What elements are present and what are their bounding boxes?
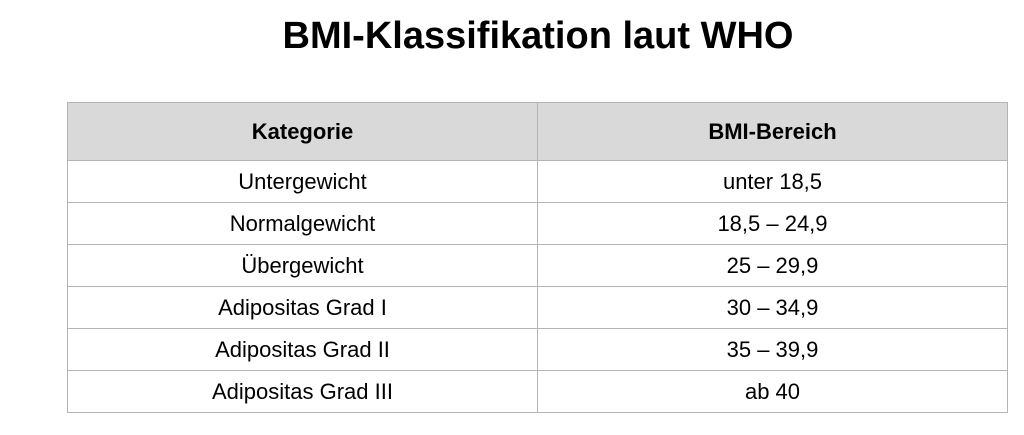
table-header-row: Kategorie BMI-Bereich — [67, 102, 1008, 161]
category-cell: Normalgewicht — [67, 202, 538, 245]
bmi-range-cell: ab 40 — [537, 370, 1008, 413]
category-cell: Adipositas Grad I — [67, 286, 538, 329]
category-cell: Adipositas Grad II — [67, 328, 538, 371]
bmi-range-cell: 30 – 34,9 — [537, 286, 1008, 329]
category-cell: Untergewicht — [67, 160, 538, 203]
table-row: Untergewicht unter 18,5 — [67, 160, 1008, 203]
bmi-range-cell: 35 – 39,9 — [537, 328, 1008, 371]
header-bmi-bereich: BMI-Bereich — [537, 102, 1008, 161]
bmi-classification-table: Kategorie BMI-Bereich Untergewicht unter… — [67, 102, 1008, 413]
table-row: Übergewicht 25 – 29,9 — [67, 244, 1008, 287]
bmi-range-cell: 18,5 – 24,9 — [537, 202, 1008, 245]
page-title: BMI-Klassifikation laut WHO — [282, 15, 794, 57]
table-row: Normalgewicht 18,5 – 24,9 — [67, 202, 1008, 245]
bmi-range-cell: 25 – 29,9 — [537, 244, 1008, 287]
table-row: Adipositas Grad II 35 – 39,9 — [67, 328, 1008, 371]
category-cell: Übergewicht — [67, 244, 538, 287]
table-row: Adipositas Grad III ab 40 — [67, 370, 1008, 413]
bmi-range-cell: unter 18,5 — [537, 160, 1008, 203]
category-cell: Adipositas Grad III — [67, 370, 538, 413]
header-kategorie: Kategorie — [67, 102, 538, 161]
table-row: Adipositas Grad I 30 – 34,9 — [67, 286, 1008, 329]
